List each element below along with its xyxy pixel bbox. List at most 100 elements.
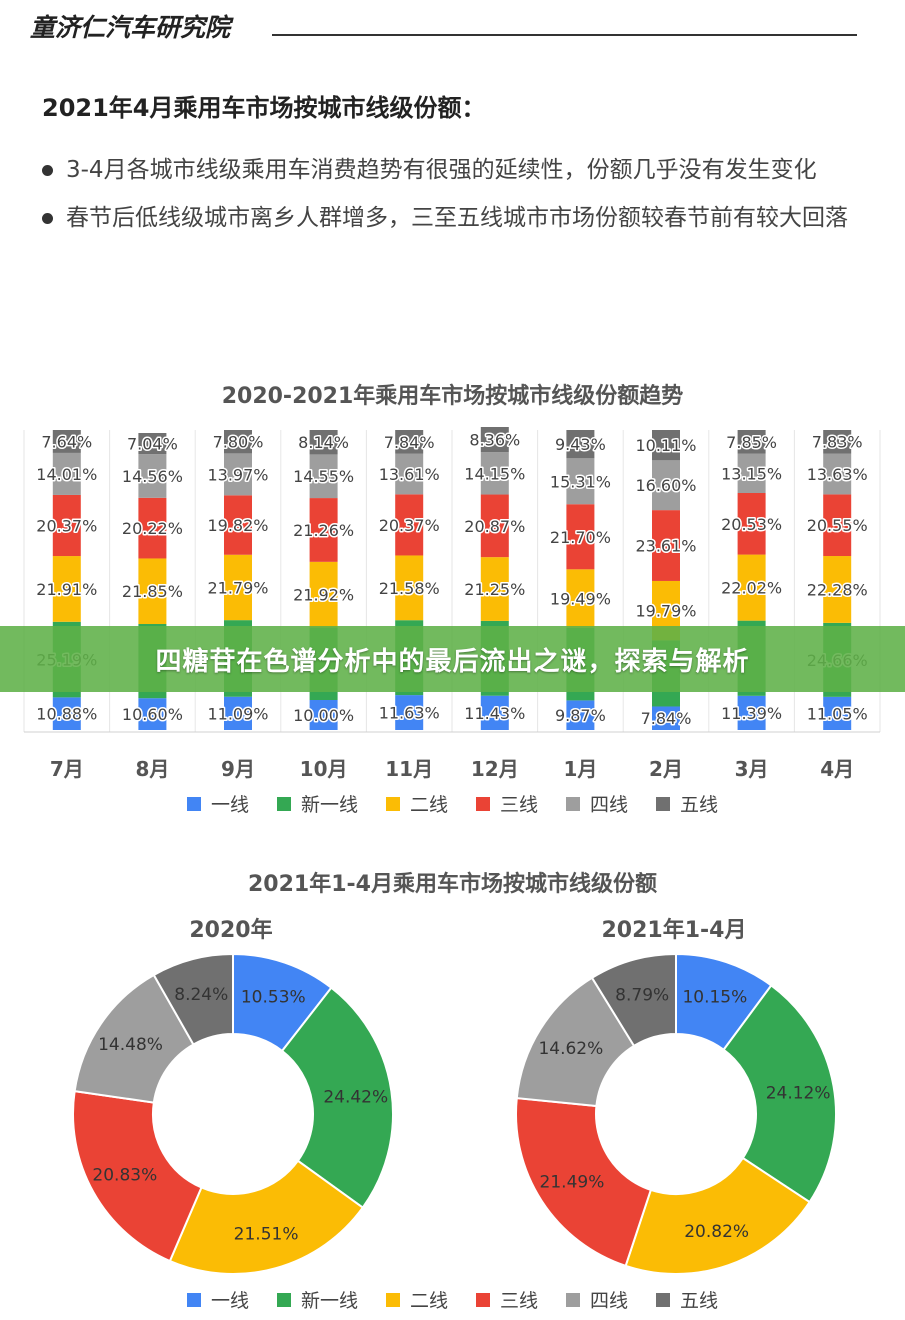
bar-segment (395, 453, 424, 495)
slice-label: 20.83% (92, 1166, 157, 1186)
x-tick-label: 3月 (735, 757, 769, 781)
data-label: 7.85% (726, 433, 777, 452)
data-label: 19.79% (635, 602, 696, 621)
bar-segment (652, 430, 680, 461)
data-label: 22.28% (807, 580, 868, 599)
header-rule (272, 34, 857, 36)
data-label: 11.39% (721, 704, 782, 723)
bar-segment (224, 696, 252, 730)
data-label: 21.58% (379, 579, 440, 598)
data-label: 7.64% (41, 432, 92, 451)
slice-label: 10.53% (241, 988, 306, 1008)
legend-item: 二线 (385, 1286, 448, 1313)
bar-segment (566, 569, 595, 628)
x-tick-label: 9月 (221, 757, 255, 781)
legend-label: 新一线 (300, 794, 358, 816)
bar-segment (652, 706, 680, 730)
bar-segment (737, 695, 766, 730)
bullet-list: 3-4月各城市线级乘用车消费趋势有很强的延续性，份额几乎没有发生变化 春节后低线… (40, 146, 880, 242)
x-tick-label: 11月 (385, 757, 433, 781)
slice-label: 8.24% (174, 985, 228, 1005)
bar-segment (138, 698, 167, 730)
legend-label: 四线 (590, 1290, 629, 1312)
legend-swatch-icon (385, 1292, 400, 1307)
bar-segment (52, 430, 81, 453)
data-label: 20.37% (379, 516, 440, 535)
legend-item: 新一线 (276, 790, 358, 817)
bullet-dot-icon (42, 165, 53, 176)
pie-legend: 一线 新一线 二线 三线 四线 五线 (0, 1286, 905, 1313)
data-label: 13.15% (721, 464, 782, 483)
data-label: 14.55% (293, 467, 354, 486)
donut-slice (168, 1159, 365, 1275)
legend-swatch-icon (566, 796, 581, 811)
data-label: 11.43% (464, 704, 525, 723)
data-label: 7.84% (384, 433, 435, 452)
data-label: 21.91% (36, 580, 97, 599)
donut-slice (152, 952, 234, 1046)
donut-slice (675, 952, 773, 1052)
data-label: 9.87% (555, 706, 606, 725)
data-label: 10.00% (293, 706, 354, 725)
bar-segment (138, 497, 167, 559)
legend-label: 三线 (500, 1290, 539, 1312)
bar-segment (480, 557, 509, 621)
legend-item: 一线 (186, 790, 249, 817)
bar-segment (52, 494, 81, 557)
data-label: 19.82% (207, 516, 268, 535)
slice-label: 20.82% (684, 1222, 749, 1242)
bar-segment (480, 452, 509, 495)
slice-label: 21.51% (234, 1225, 299, 1245)
legend-label: 二线 (409, 1290, 448, 1312)
data-label: 13.61% (379, 465, 440, 484)
pie-section-title: 2021年1-4月乘用车市场按城市线级份额 (248, 872, 657, 897)
data-label: 11.09% (207, 704, 268, 723)
legend-label: 一线 (210, 1290, 249, 1312)
bar-segment (566, 430, 595, 459)
legend-item: 三线 (476, 790, 538, 817)
data-label: 7.80% (213, 433, 264, 452)
trend-legend: 一线 新一线 二线 三线 四线 五线 (0, 790, 905, 817)
bar-segment (823, 430, 852, 454)
legend-item: 一线 (186, 1286, 249, 1313)
legend-swatch-icon (186, 1292, 201, 1307)
bar-segment (309, 561, 338, 628)
x-tick-label: 10月 (300, 757, 348, 781)
bar-segment (52, 452, 81, 495)
donut-slice (590, 952, 677, 1048)
bar-segment (395, 695, 424, 730)
banner-text: 四糖苷在色谱分析中的最后流出之谜，探索与解析 (155, 646, 750, 677)
bar-segment (224, 453, 252, 496)
data-label: 21.26% (293, 521, 354, 540)
bar-segment (823, 494, 852, 557)
legend-label: 新一线 (300, 1290, 358, 1312)
bar-segment (309, 430, 338, 455)
data-label: 13.63% (807, 465, 868, 484)
legend-label: 二线 (409, 794, 448, 816)
bar-segment (395, 494, 424, 556)
x-tick-label: 8月 (135, 757, 169, 781)
legend-item: 三线 (476, 1286, 538, 1313)
pie-2021-title: 2021年1-4月 (601, 918, 747, 943)
legend-label: 四线 (590, 794, 629, 816)
bar-segment (737, 430, 766, 454)
donut-slice (624, 1156, 811, 1275)
bullet-item: 3-4月各城市线级乘用车消费趋势有很强的延续性，份额几乎没有发生变化 (40, 146, 880, 194)
bar-segment (224, 554, 252, 621)
bar-segment (395, 555, 424, 621)
data-label: 7.04% (127, 435, 178, 454)
data-label: 14.01% (36, 465, 97, 484)
bar-segment (652, 460, 680, 511)
data-label: 16.60% (635, 476, 696, 495)
donut-slice (280, 986, 394, 1210)
legend-swatch-icon (566, 1292, 581, 1307)
bar-segment (309, 700, 338, 730)
data-label: 21.85% (122, 582, 183, 601)
donut-slice (515, 976, 636, 1108)
bar-segment (224, 495, 252, 555)
donut-slice (72, 1089, 203, 1263)
legend-item: 二线 (385, 790, 448, 817)
data-label: 20.53% (721, 515, 782, 534)
data-label: 21.92% (293, 586, 354, 605)
legend-swatch-icon (385, 796, 400, 811)
